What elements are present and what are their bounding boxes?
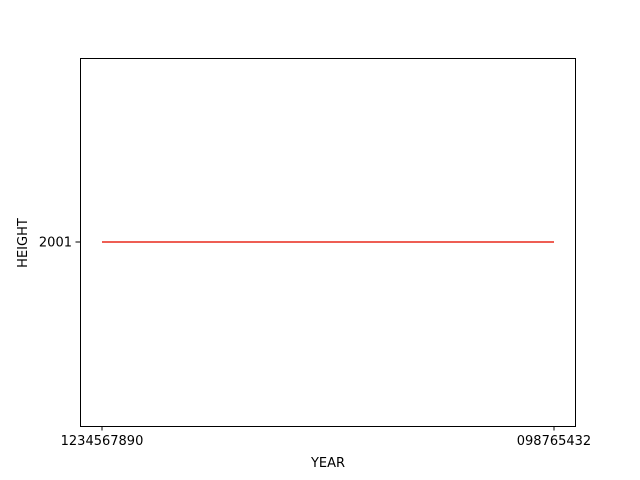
x-tick-label: 098765432 [517,434,591,449]
x-axis-label: YEAR [310,456,345,471]
ticks-layer: 1234567890 098765432 2001 [39,236,591,450]
y-tick-label: 2001 [39,236,72,251]
x-tick-label: 1234567890 [61,434,144,449]
plot-frame [80,58,576,427]
y-axis-label: HEIGHT [16,218,31,268]
